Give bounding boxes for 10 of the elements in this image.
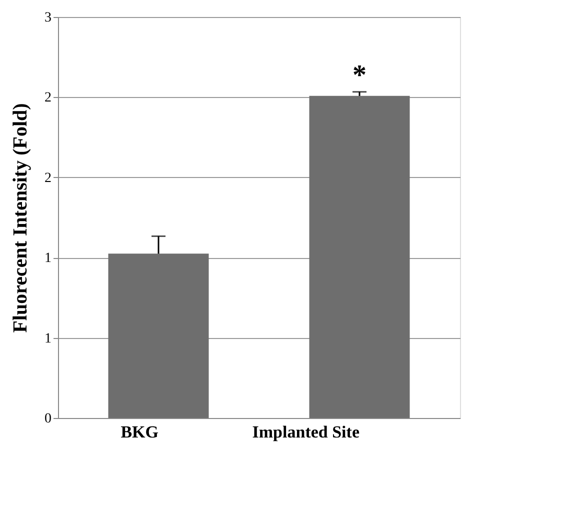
- y-axis-title: Fluorecent Intensity (Fold): [10, 103, 32, 333]
- y-tick-label: 1: [44, 331, 52, 346]
- y-tick-label: 2: [44, 170, 52, 186]
- y-tick-label: 3: [44, 10, 52, 26]
- annotation: *: [352, 60, 366, 91]
- x-tick-label: BKG: [120, 422, 158, 442]
- x-tick-label: Implanted Site: [252, 422, 360, 442]
- y-tick-label: 2: [44, 90, 52, 106]
- y-tick-label: 0: [44, 412, 52, 426]
- y-tick-label: 1: [44, 251, 52, 266]
